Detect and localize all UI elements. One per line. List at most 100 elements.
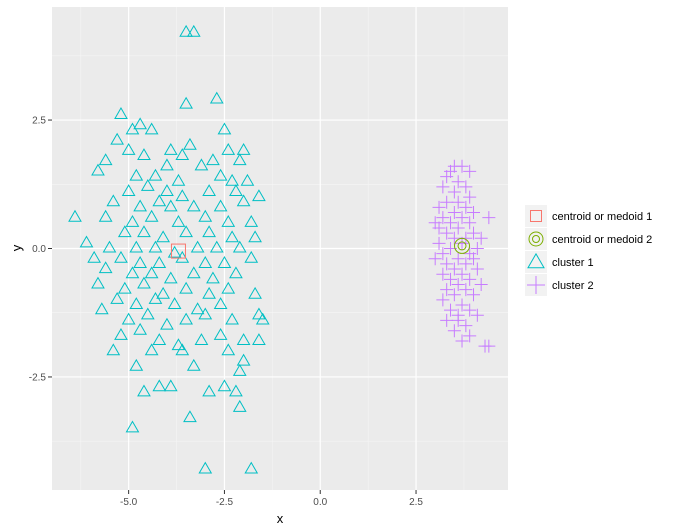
cluster-1-point <box>236 353 251 366</box>
cluster-1-point <box>114 327 128 340</box>
cluster-1-point <box>209 240 224 253</box>
cluster-1-point <box>244 214 259 227</box>
cluster-2-point <box>451 313 465 327</box>
cluster-1-point <box>232 363 247 376</box>
cluster-2-point <box>432 236 446 250</box>
cluster-2-point <box>455 236 469 250</box>
cluster-1-point <box>190 240 205 253</box>
x-axis-label: x <box>277 511 284 526</box>
cluster-1-point <box>121 312 136 325</box>
cluster-1-point <box>221 343 236 356</box>
cluster-1-point <box>232 153 247 166</box>
cluster-2-point <box>463 216 477 230</box>
cluster-2-point <box>467 226 481 240</box>
x-tick-label: -2.5 <box>216 497 234 508</box>
cluster-1-point <box>236 194 251 207</box>
x-tick-label: 0.0 <box>313 497 327 508</box>
cluster-1-point <box>144 122 159 135</box>
cluster-1-point <box>175 189 190 202</box>
cluster-1-point <box>186 266 201 279</box>
cluster-1-point <box>129 240 144 253</box>
cluster-1-point <box>129 358 144 371</box>
cluster-1-point <box>68 209 82 222</box>
cluster-1-point <box>129 297 144 310</box>
cluster-1-point <box>98 153 113 166</box>
cluster-1-point <box>225 312 239 325</box>
legend-label: cluster 2 <box>552 280 594 292</box>
cluster-2-point <box>444 272 458 286</box>
cluster-2-point <box>482 339 496 353</box>
legend-key-background <box>525 228 547 250</box>
cluster-2-point <box>440 195 454 209</box>
cluster-1-point <box>87 250 102 263</box>
cluster-1-point <box>202 286 216 299</box>
cluster-1-point <box>213 199 228 212</box>
centroid-2-marker <box>454 237 471 254</box>
cluster-1-point <box>160 184 174 197</box>
cluster-2-point <box>482 211 496 225</box>
legend-label: centroid or medoid 2 <box>552 234 652 246</box>
cluster-1-point <box>248 230 262 243</box>
cluster-1-point <box>209 91 224 104</box>
axis-ticks <box>48 119 417 494</box>
cluster-1-point <box>213 168 228 181</box>
y-tick-labels: -2.5 0.0 2.5 <box>29 116 47 384</box>
cluster-1-point <box>121 184 136 197</box>
cluster-1-point <box>133 117 148 130</box>
cluster-2-point <box>455 159 469 173</box>
cluster-2-point <box>467 206 481 220</box>
cluster-2-point <box>470 262 484 276</box>
cluster-2-point <box>455 298 469 312</box>
cluster-1-point <box>202 384 216 397</box>
cluster-1-point <box>114 107 128 119</box>
cluster-1-point <box>221 281 236 294</box>
cluster-1-point <box>217 256 232 268</box>
centroid-2-marker-inner <box>457 241 467 251</box>
cluster-1-point <box>198 256 213 268</box>
cluster-1-point <box>110 292 125 304</box>
cluster-1-point <box>163 271 178 284</box>
cluster-1-point <box>98 261 113 274</box>
cluster-1-point <box>186 358 201 371</box>
cluster-2-point <box>440 257 454 271</box>
cluster-1-point <box>179 96 193 109</box>
cluster-1-point <box>163 199 178 212</box>
cluster-2-point <box>444 164 458 178</box>
cluster-1-point <box>163 143 178 155</box>
cluster-1-point <box>217 379 232 392</box>
cluster-1-point <box>106 194 121 207</box>
legend-triangle-icon <box>527 252 545 269</box>
cluster-2-point <box>470 308 484 322</box>
cluster-2-point <box>447 231 461 245</box>
cluster-1-point <box>156 286 170 299</box>
cluster-2-point <box>451 252 465 266</box>
cluster-2-point <box>463 247 477 261</box>
cluster-2-point <box>428 252 442 266</box>
cluster-1-point <box>137 148 151 161</box>
cluster-2-point <box>467 288 481 302</box>
cluster-1-point <box>106 343 121 356</box>
cluster-1-point <box>221 214 236 227</box>
cluster-1-point <box>125 266 140 279</box>
cluster-2-point <box>447 262 461 276</box>
cluster-2-point <box>474 231 488 245</box>
cluster-2-point <box>447 206 461 220</box>
cluster-1-point <box>213 297 228 310</box>
cluster-1-point <box>175 148 190 161</box>
cluster-1-point <box>252 189 266 202</box>
cluster-1-point <box>255 312 270 325</box>
cluster-2-point <box>459 257 473 271</box>
y-tick-label: 2.5 <box>32 116 46 127</box>
cluster-2-point <box>428 216 442 230</box>
cluster-1-point <box>217 122 232 135</box>
cluster-2-point <box>467 252 481 266</box>
cluster-1-point <box>225 173 239 186</box>
cluster-1-point <box>117 281 132 294</box>
cluster-1-point <box>117 225 132 238</box>
cluster-1-point <box>152 333 167 346</box>
cluster-1-point <box>133 322 148 335</box>
legend-key-background <box>525 205 547 227</box>
cluster-2-point <box>470 242 484 255</box>
legend-label: centroid or medoid 1 <box>552 211 652 223</box>
